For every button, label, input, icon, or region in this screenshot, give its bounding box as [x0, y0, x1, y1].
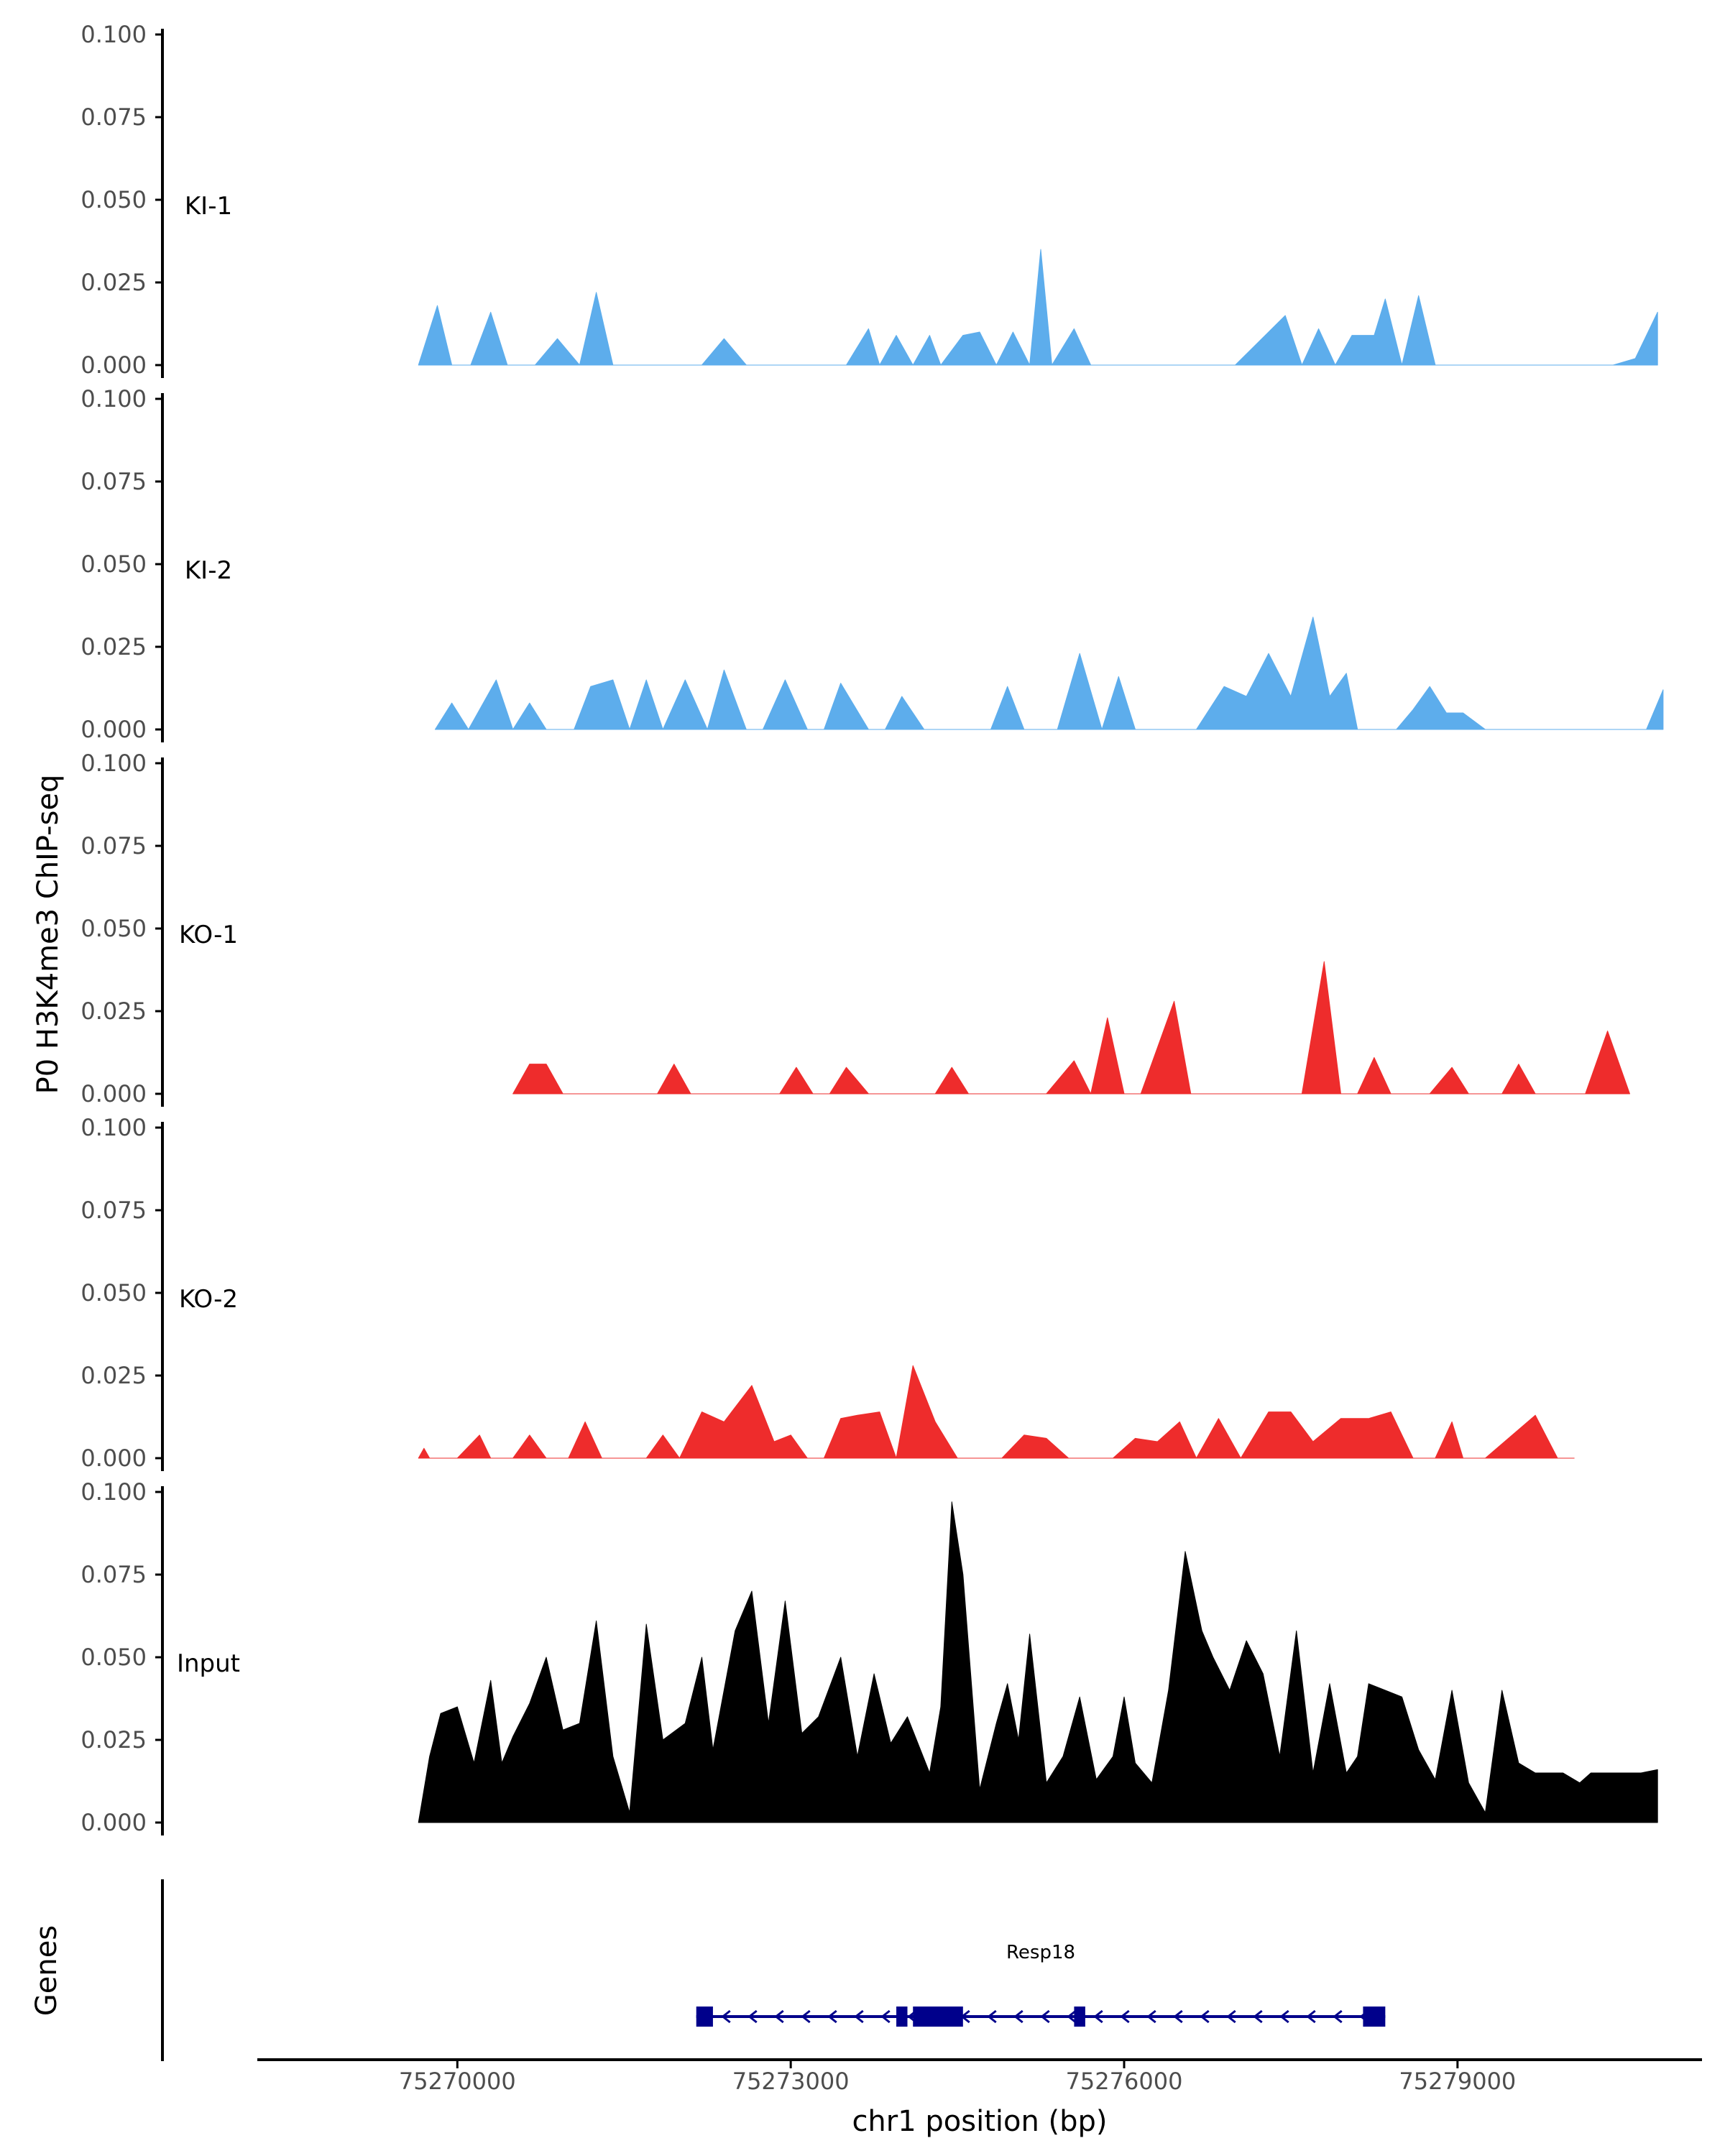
y-tick-label: 0.025: [80, 1726, 147, 1754]
strand-arrow-icon: [827, 2009, 837, 2024]
track-label: KI-2: [185, 556, 232, 585]
gene-panel-label: Genes: [30, 1925, 63, 2016]
track-panels: 0.0000.0250.0500.0750.100KI-10.0000.0250…: [80, 21, 1664, 1836]
strand-arrow-icon: [748, 2009, 758, 2024]
track-input: 0.000 0.025 0.050 0.075 0.100 Input: [80, 1478, 1658, 1836]
strand-arrow-icon: [1306, 2009, 1316, 2024]
track-label: Input: [177, 1649, 240, 1678]
strand-arrow-icon: [1120, 2009, 1130, 2024]
y-tick-label: 0.100: [80, 750, 147, 777]
y-axis-label: P0 H3K4me3 ChIP-seq: [32, 775, 65, 1095]
coverage-area-ko-2: [418, 1365, 1575, 1459]
y-tick-label: 0.075: [80, 1197, 147, 1224]
y-tick-label: 0.050: [80, 1279, 147, 1307]
y-tick-label: 0.050: [80, 186, 147, 213]
strand-arrow-icon: [987, 2009, 997, 2024]
x-tick-label: 75279000: [1399, 2068, 1516, 2095]
track-ko-1: 0.000 0.025 0.050 0.075 0.100 KO-1: [80, 750, 1630, 1107]
x-ticks: 75270000 75273000 75276000 75279000: [399, 2060, 1516, 2095]
x-tick-label: 75276000: [1066, 2068, 1183, 2095]
y-tick-label: 0.000: [80, 1080, 147, 1107]
track-ko-2: 0.000 0.025 0.050 0.075 0.100 KO-2: [80, 1114, 1575, 1472]
gene-resp18: Resp18: [696, 1942, 1386, 2027]
y-tick-label: 0.000: [80, 716, 147, 743]
coverage-area-ki-2: [434, 617, 1664, 730]
exon: [696, 2007, 713, 2027]
y-tick-label: 0.000: [80, 1445, 147, 1472]
track-label: KI-1: [185, 192, 232, 221]
y-tick-label: 0.100: [80, 1114, 147, 1141]
strand-arrow-icon: [1067, 2009, 1077, 2024]
exon: [896, 2007, 908, 2027]
strand-arrow-icon: [1013, 2009, 1024, 2024]
exon: [913, 2007, 963, 2027]
coverage-area-input: [418, 1501, 1658, 1823]
y-tick-label: 0.100: [80, 21, 147, 48]
y-tick-label: 0.100: [80, 385, 147, 413]
strand-arrow-icon: [801, 2009, 811, 2024]
y-tick-label: 0.050: [80, 915, 147, 942]
y-tick-label: 0.050: [80, 1644, 147, 1671]
track-label: KO-2: [179, 1285, 238, 1314]
strand-arrow-icon: [1279, 2009, 1289, 2024]
coverage-area-ki-1: [418, 249, 1658, 366]
exon: [1363, 2007, 1386, 2027]
x-tick-label: 75270000: [399, 2068, 516, 2095]
strand-arrow-icon: [1226, 2009, 1236, 2024]
strand-arrow-icon: [1146, 2009, 1156, 2024]
y-tick-label: 0.025: [80, 269, 147, 296]
y-tick-label: 0.100: [80, 1478, 147, 1506]
y-tick-label: 0.000: [80, 351, 147, 379]
track-ki-2: 0.000 0.025 0.050 0.075 0.100 KI-2: [80, 385, 1664, 743]
strand-arrow-icon: [1173, 2009, 1183, 2024]
strand-arrow-icon: [1040, 2009, 1050, 2024]
x-axis: 75270000 75273000 75276000 75279000 chr1 po…: [257, 2058, 1702, 2138]
strand-arrow-icon: [774, 2009, 784, 2024]
strand-arrow-icon: [1093, 2009, 1103, 2024]
strand-arrow-icon: [1333, 2009, 1343, 2024]
strand-arrow-icon: [1253, 2009, 1263, 2024]
y-tick-label: 0.025: [80, 998, 147, 1025]
y-tick-label: 0.075: [80, 832, 147, 860]
x-tick-label: 75273000: [732, 2068, 850, 2095]
gene-name-label: Resp18: [1006, 1942, 1075, 1963]
y-tick-label: 0.025: [80, 1362, 147, 1389]
y-tick-label: 0.000: [80, 1809, 147, 1836]
strand-arrow-icon: [854, 2009, 864, 2024]
y-tick-label: 0.075: [80, 468, 147, 495]
strand-arrow-icon: [880, 2009, 891, 2024]
y-tick-label: 0.025: [80, 633, 147, 660]
y-tick-label: 0.050: [80, 550, 147, 578]
x-axis-title: chr1 position (bp): [852, 2105, 1107, 2138]
y-tick-label: 0.075: [80, 103, 147, 131]
y-tick-label: 0.075: [80, 1561, 147, 1588]
gene-models: Resp18: [696, 1942, 1386, 2027]
coverage-area-ko-1: [512, 961, 1630, 1095]
exon: [1074, 2007, 1085, 2027]
track-label: KO-1: [179, 921, 238, 949]
gene-panel: Genes Resp18: [30, 1879, 1386, 2061]
track-ki-1: 0.000 0.025 0.050 0.075 0.100 KI-1: [80, 21, 1658, 379]
strand-arrow-icon: [721, 2009, 731, 2024]
strand-arrow-icon: [1200, 2009, 1210, 2024]
